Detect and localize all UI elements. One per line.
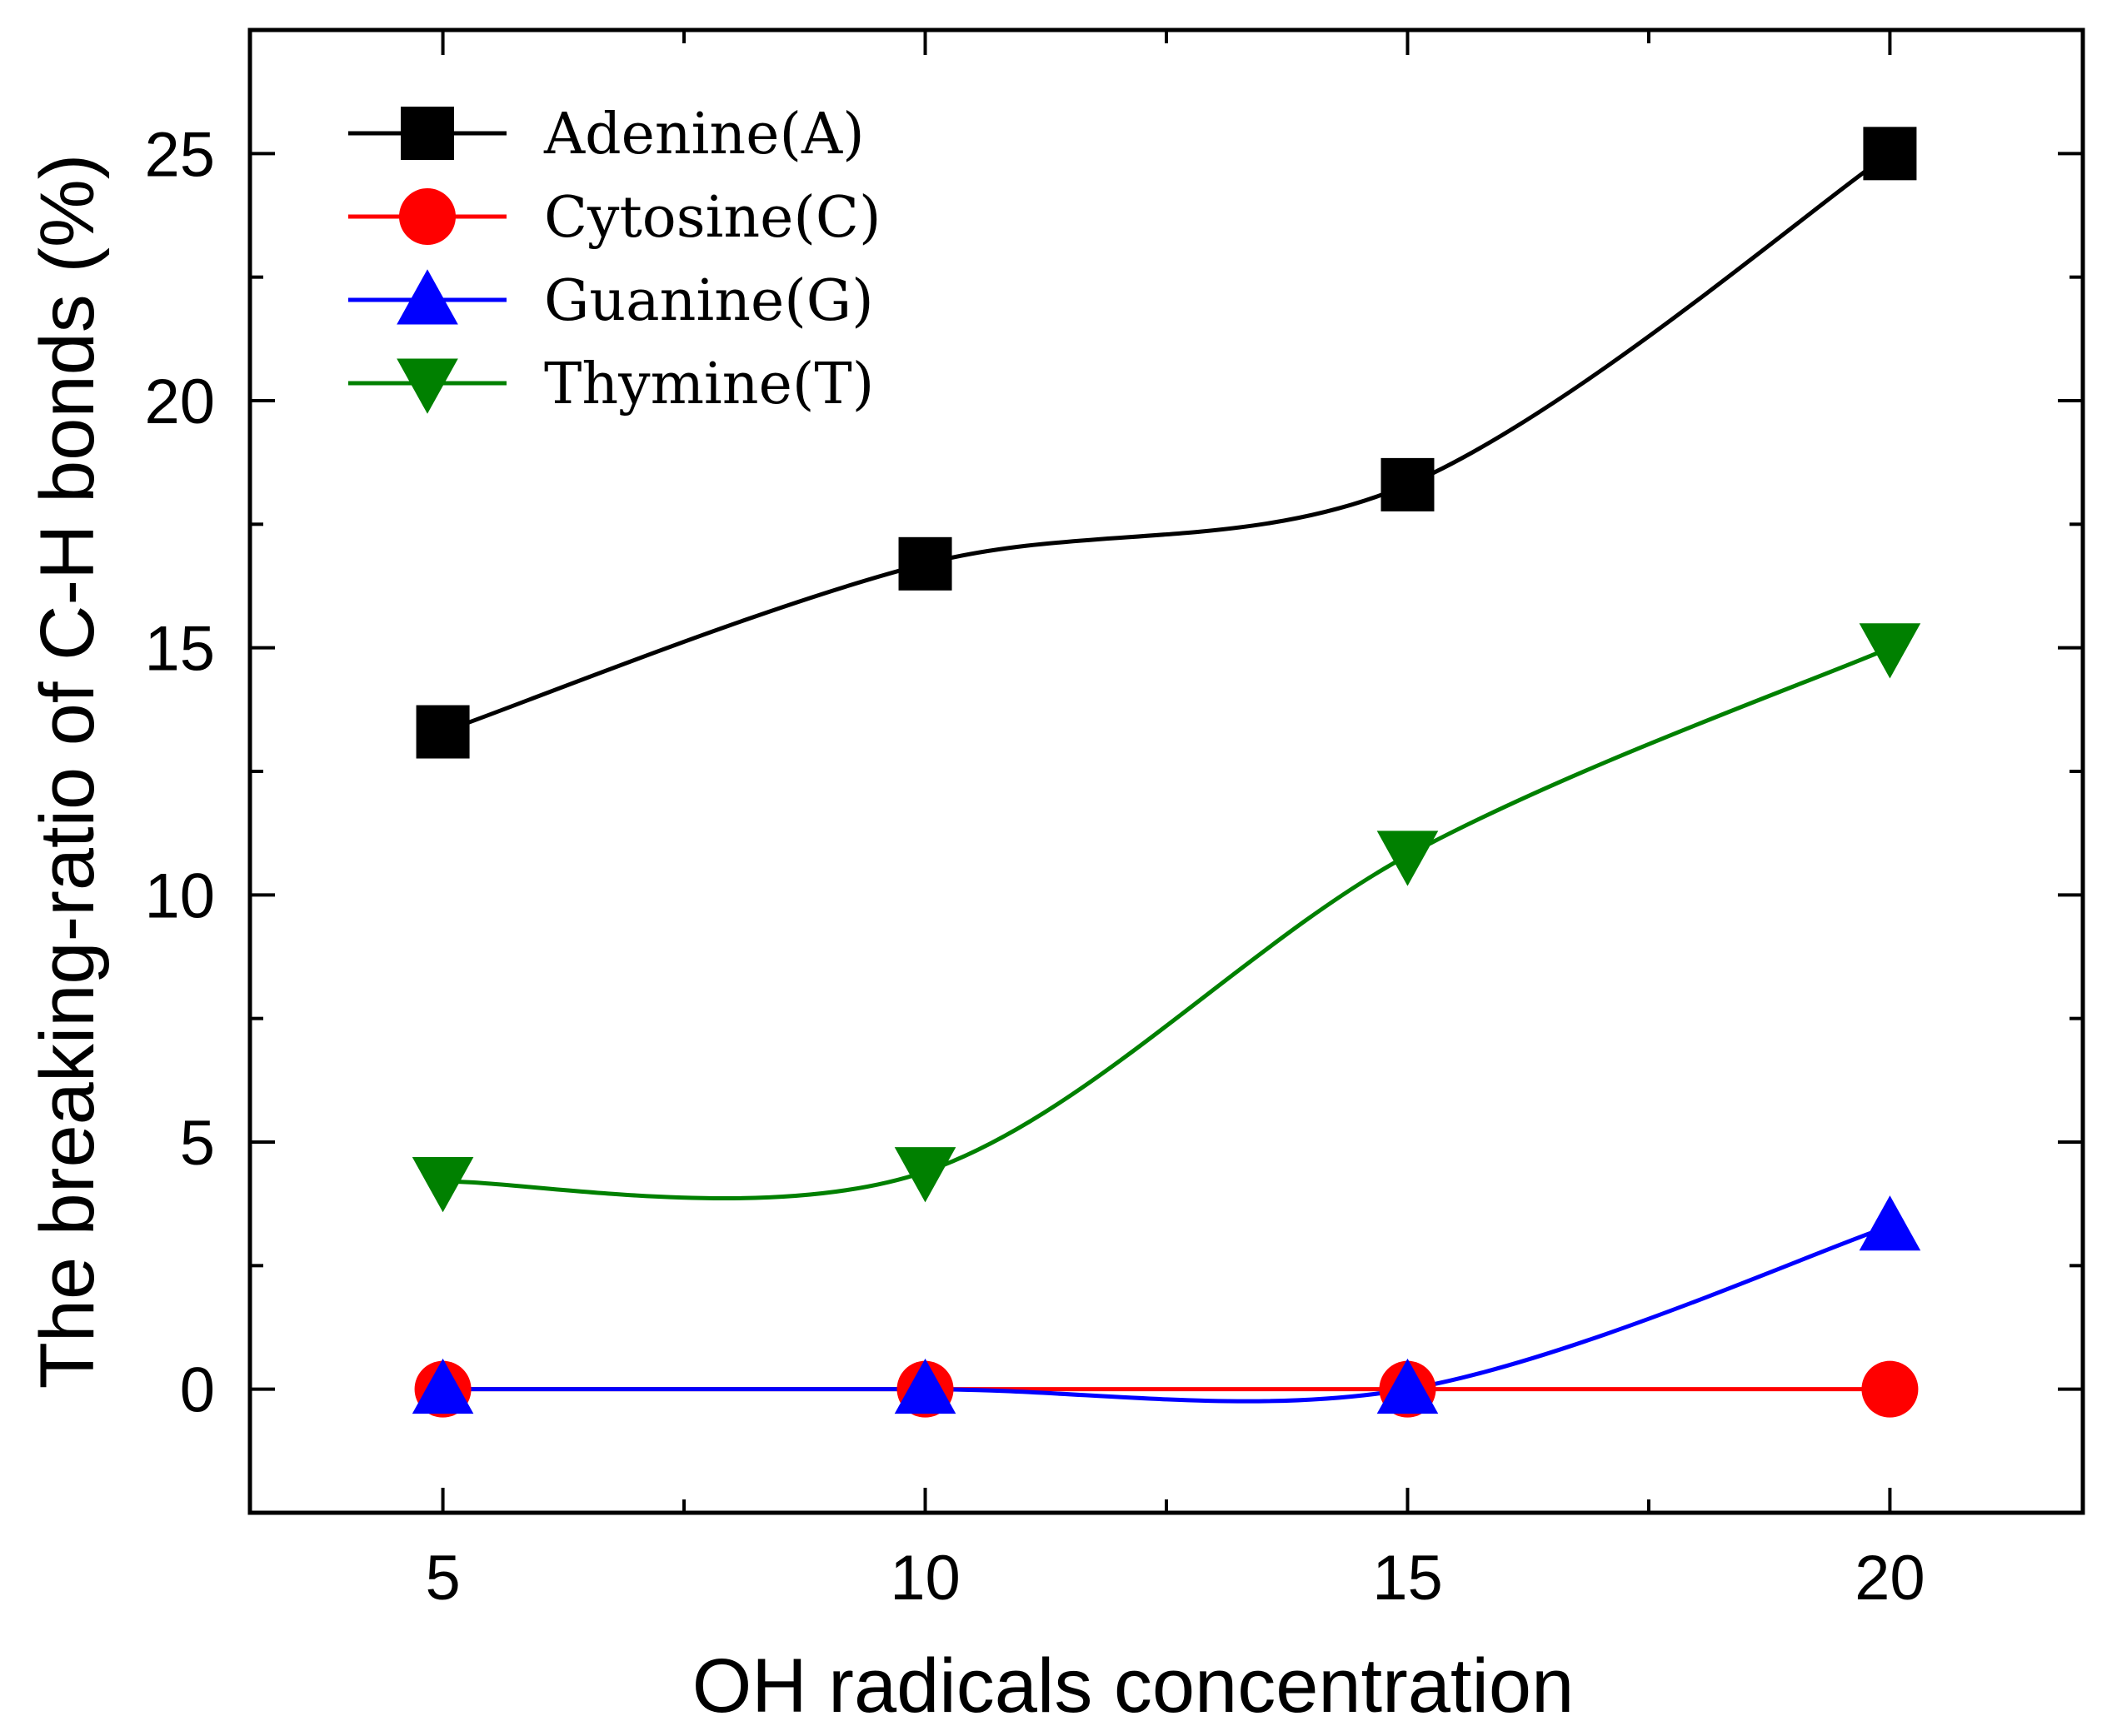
data-point [412, 1157, 474, 1213]
axes: 5 10 15 20 0 5 10 15 20 25 [144, 30, 2083, 1614]
y-axis-title: The breaking-ratio of C-H bonds (%) [25, 154, 110, 1389]
data-point [894, 1358, 956, 1414]
legend-label: Cytosine(C) [544, 185, 881, 251]
x-axis-title: OH radicals concentration [692, 1644, 1575, 1729]
y-tick-label: 0 [180, 1355, 215, 1426]
y-tick-label: 15 [144, 614, 215, 685]
y-tick-label: 5 [180, 1108, 215, 1179]
legend-marker [399, 188, 456, 245]
legend-marker [397, 358, 458, 414]
data-point [1376, 831, 1439, 886]
y-tick-label: 10 [144, 861, 215, 931]
x-tick-label: 5 [425, 1543, 460, 1614]
data-point [416, 705, 470, 759]
data-point [898, 536, 952, 591]
data-point [1381, 457, 1435, 511]
data-point [1859, 623, 1921, 679]
x-tick-label: 20 [1855, 1543, 1925, 1614]
legend-label: Guanine(G) [544, 268, 874, 334]
data-point [1376, 1358, 1439, 1414]
series-line [442, 152, 1891, 734]
legend-marker [397, 269, 458, 325]
series-line [442, 1224, 1891, 1404]
legend: Adenine(A) Cytosine(C) Guanine(G) Thymine(T… [348, 102, 881, 417]
y-tick-label: 20 [144, 367, 215, 437]
legend-label: Thymine(T) [544, 352, 874, 417]
x-tick-label: 15 [1372, 1543, 1443, 1614]
legend-marker [401, 107, 454, 160]
data-point [894, 1147, 956, 1203]
data-point [1859, 1195, 1921, 1251]
plot-frame [247, 27, 2085, 1515]
data-point [1861, 1360, 1919, 1418]
y-tick-label: 25 [144, 119, 215, 190]
legend-label: Adenine(A) [543, 102, 865, 167]
series-lines [442, 152, 1891, 1404]
data-point [1863, 127, 1917, 181]
series-markers [412, 127, 1921, 1418]
x-tick-label: 10 [890, 1543, 961, 1614]
data-point [412, 1358, 474, 1414]
series-line [442, 646, 1891, 1200]
